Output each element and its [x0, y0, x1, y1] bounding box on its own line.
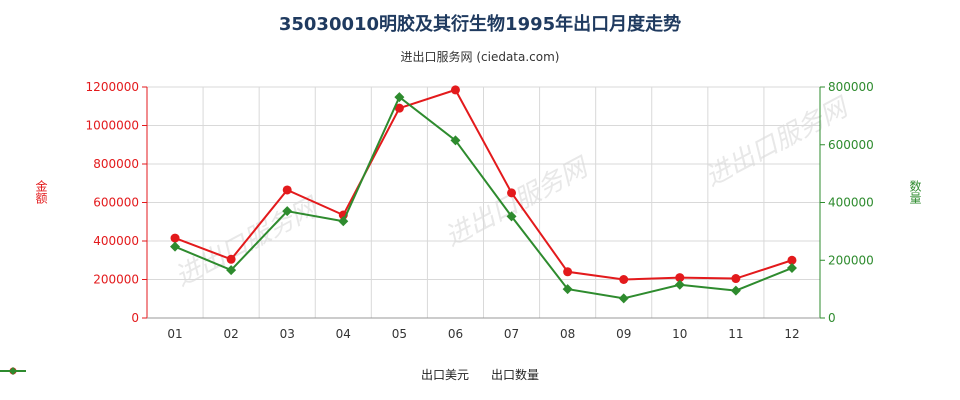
x-tick-label: 01 — [167, 327, 182, 341]
data-point — [226, 254, 236, 264]
right-axis-title: 数量 — [908, 180, 922, 204]
data-point — [675, 273, 685, 283]
legend-swatch-green — [0, 367, 26, 375]
x-tick-label: 07 — [504, 327, 519, 341]
data-point — [170, 241, 181, 252]
data-point — [338, 216, 349, 227]
series-line — [174, 88, 793, 281]
data-point — [787, 255, 797, 265]
x-tick-label: 10 — [672, 327, 687, 341]
data-point — [394, 103, 404, 113]
data-point — [731, 274, 741, 284]
legend-item-export-usd[interactable]: 出口美元 — [0, 366, 469, 383]
left-tick-label: 400000 — [93, 234, 139, 248]
chart-subtitle: 进出口服务网 (ciedata.com) — [400, 50, 560, 64]
left-tick-label: 0 — [131, 311, 139, 325]
data-point — [507, 188, 517, 198]
data-point — [730, 285, 741, 296]
legend-label: 出口美元 — [420, 368, 469, 382]
data-point — [450, 135, 461, 146]
left-tick-label: 200000 — [93, 273, 139, 287]
left-tick-label: 1200000 — [86, 80, 139, 94]
data-point — [170, 233, 180, 243]
x-tick-label: 09 — [616, 327, 631, 341]
right-tick-label: 600000 — [828, 138, 874, 152]
data-point — [563, 267, 573, 277]
data-point — [618, 293, 629, 304]
x-tick-label: 02 — [223, 327, 238, 341]
data-point — [562, 284, 573, 295]
data-point — [282, 206, 293, 217]
x-tick-label: 03 — [280, 327, 295, 341]
series-line — [174, 95, 793, 300]
x-tick-label: 08 — [560, 327, 575, 341]
x-tick-label: 04 — [336, 327, 351, 341]
data-point — [786, 263, 797, 274]
data-point — [226, 265, 237, 276]
data-point — [674, 279, 685, 290]
legend-label: 出口数量 — [491, 368, 540, 382]
right-tick-label: 400000 — [828, 196, 874, 210]
data-point — [506, 211, 517, 222]
x-tick-label: 06 — [448, 327, 463, 341]
data-point — [394, 92, 405, 103]
x-tick-label: 05 — [392, 327, 407, 341]
data-point — [619, 275, 629, 284]
data-point — [450, 85, 460, 95]
left-axis-title: 金额 — [34, 180, 48, 204]
watermark-text: 进出口服务网 — [170, 192, 324, 293]
left-tick-label: 800000 — [93, 157, 139, 171]
legend: 出口美元 出口数量 — [0, 366, 960, 383]
chart-title: 35030010明胶及其衍生物1995年出口月度走势 — [278, 14, 682, 35]
legend-item-export-quantity[interactable]: 出口数量 — [0, 366, 540, 383]
right-tick-label: 800000 — [828, 80, 874, 94]
left-tick-label: 1000000 — [86, 119, 139, 133]
left-tick-label: 600000 — [93, 196, 139, 210]
x-tick-label: 12 — [784, 327, 799, 341]
data-point — [282, 185, 292, 195]
right-tick-label: 0 — [828, 311, 836, 325]
x-tick-label: 11 — [728, 327, 743, 341]
right-tick-label: 200000 — [828, 253, 874, 267]
